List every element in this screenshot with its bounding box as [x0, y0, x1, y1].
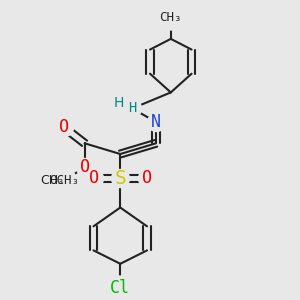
Text: OCH₃: OCH₃: [49, 174, 79, 187]
Text: H: H: [128, 101, 136, 116]
Text: S: S: [114, 169, 126, 188]
Text: CH₃: CH₃: [160, 11, 182, 24]
Text: O: O: [88, 169, 98, 187]
Text: O: O: [80, 158, 90, 176]
Text: CH₃: CH₃: [40, 174, 64, 187]
Text: Cl: Cl: [110, 279, 130, 297]
Text: O: O: [142, 169, 152, 187]
Text: O: O: [59, 118, 69, 136]
Text: N: N: [151, 113, 161, 131]
Text: H: H: [114, 96, 124, 110]
